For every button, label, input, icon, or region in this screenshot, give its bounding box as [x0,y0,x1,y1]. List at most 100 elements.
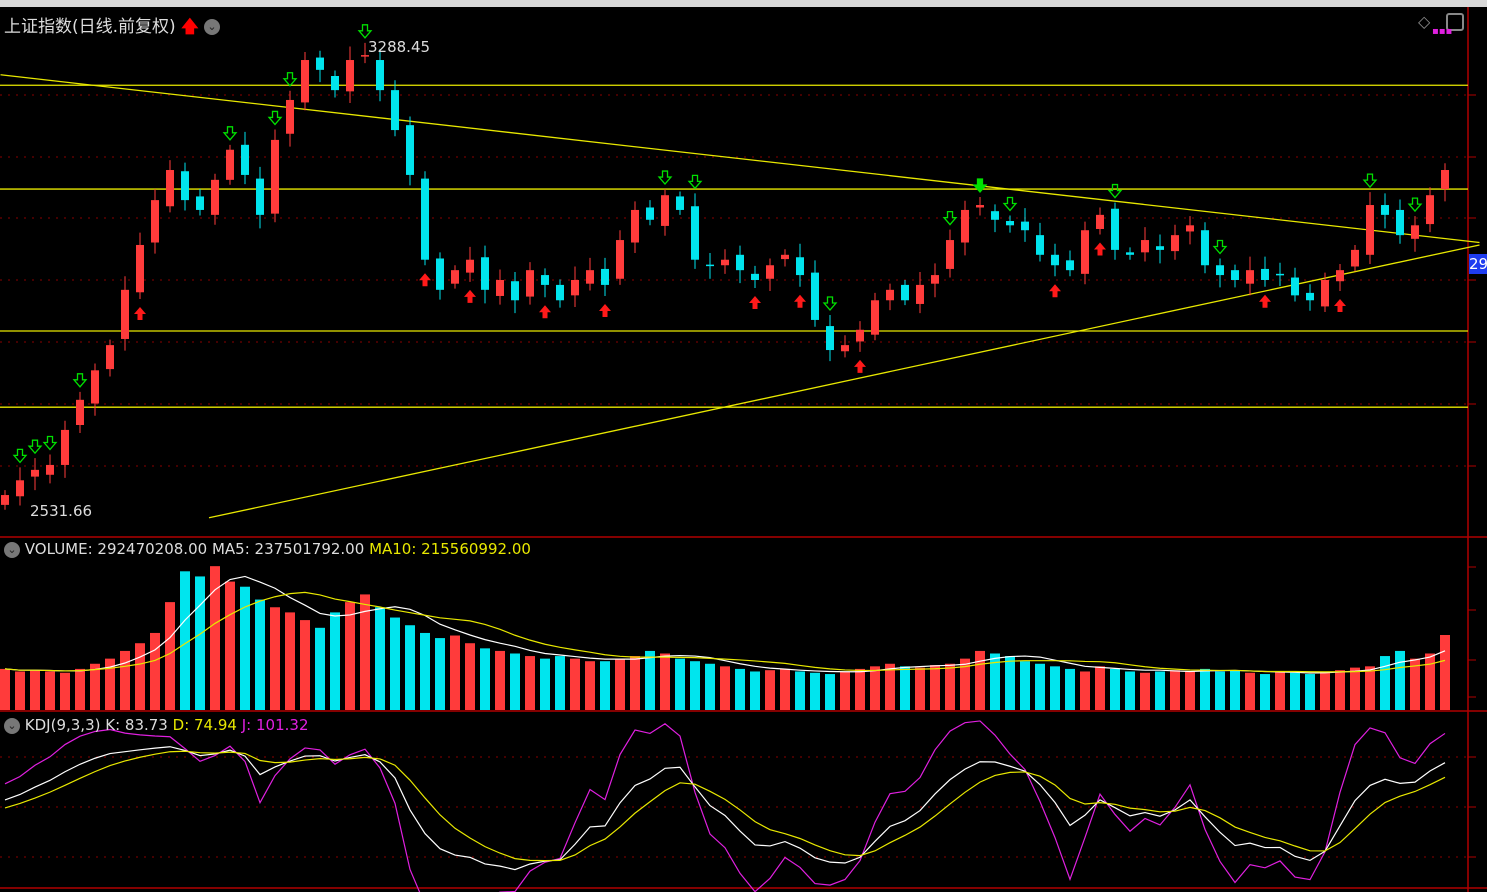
candle-body [106,345,114,370]
more-icon[interactable]: ▪▪▪ [1432,26,1453,37]
candle-body [1186,225,1194,232]
volume-bar [435,638,445,710]
candle-body [286,99,294,134]
buy-arrow-icon [1049,284,1061,298]
volume-bar [1050,666,1060,710]
candle-body [841,345,849,352]
kdj-k-line [4,746,1446,871]
candle-body [391,90,399,131]
panel-toggle-icon[interactable] [1446,13,1464,31]
volume-bar [795,671,805,710]
trend-line [208,244,1480,519]
candle-body [976,205,984,208]
volume-bar [1290,672,1300,710]
candle-body [721,259,729,266]
volume-bar [1380,656,1390,710]
candle-body [421,178,429,260]
volume-bar [300,620,310,710]
volume-bar [1125,671,1135,710]
candle-body [166,170,174,207]
sell-arrow-icon [222,126,238,141]
sell-arrow-icon [657,170,673,186]
candle-body [886,289,894,301]
buy-arrow-icon [419,273,431,287]
candle-body [466,259,474,273]
kdj-d-line [4,750,1446,862]
candle-body [301,60,309,103]
candle-body [871,300,879,335]
kdj-j-line [4,720,1446,892]
sell-arrow-icon [942,210,958,226]
volume-bar [615,658,625,710]
chart-title-bar: 上证指数(日线.前复权) 🡅 ⌄ [4,12,220,43]
volume-ma5-line [4,575,1446,674]
buy-arrow-icon [539,305,551,319]
candle-body [916,284,924,304]
candle-body [1291,277,1299,296]
volume-bar [690,661,700,710]
kdj-name: KDJ(9,3,3) [24,716,101,734]
volume-bar [750,671,760,710]
candle-body [406,125,414,175]
sell-arrow-icon [42,435,58,451]
candle-body [346,60,354,92]
candle-body [1096,214,1104,229]
volume-bar [1245,672,1255,710]
kdj-k: K: 83.73 [105,716,168,734]
volume-bar [1170,670,1180,710]
volume-bar [405,625,415,710]
up-arrow-icon: 🡅 [181,17,199,37]
volume-bar [135,643,145,710]
candle-body [211,179,219,215]
candle-body [16,480,24,497]
candle-body [361,55,369,57]
candle-body [1246,270,1254,284]
volume-bar [975,650,985,710]
candle-body [1351,249,1359,267]
volume-bar [1410,658,1420,710]
candle-body [1321,279,1329,307]
chevron-down-icon[interactable]: ⌄ [4,541,20,558]
volume-bar [645,650,655,710]
candle-body [91,370,99,404]
candle-body [31,469,39,477]
candle-body [1141,240,1149,253]
candle-body [931,275,939,284]
candle-body [646,207,654,220]
volume-bar [900,666,910,710]
volume-bar [420,632,430,710]
candle-body [781,254,789,260]
candle-body [331,75,339,91]
candle-body [766,265,774,279]
volume-bar [1140,672,1150,710]
candle-body [1201,230,1209,266]
candle-body [121,289,129,339]
volume-bar [540,658,550,710]
candle-body [1366,205,1374,255]
sell-arrow-icon [1002,196,1018,212]
volume-bar [1230,670,1240,710]
candle-body [676,196,684,210]
candle-body [541,275,549,285]
candle-body [181,171,189,201]
candle-body [556,284,564,301]
buy-arrow-icon [854,359,866,373]
chevron-down-icon[interactable]: ⌄ [203,19,220,35]
volume-bar [45,671,55,710]
chart-title: 上证指数(日线.前复权) [4,17,176,37]
candle-body [706,264,714,267]
volume-bar [960,658,970,710]
candle-body [1006,221,1014,226]
volume-bar [585,661,595,710]
volume-bar [75,668,85,710]
chevron-down-icon[interactable]: ⌄ [4,717,20,734]
candle-body [736,254,744,271]
candle-body [1411,225,1419,239]
diamond-icon[interactable]: ◇ [1418,12,1431,31]
volume-bar [735,668,745,710]
candle-body [1381,205,1389,215]
volume-bar [60,672,70,710]
candle-body [1,495,9,505]
stock-chart[interactable] [0,7,1487,892]
volume-bar [660,653,670,710]
